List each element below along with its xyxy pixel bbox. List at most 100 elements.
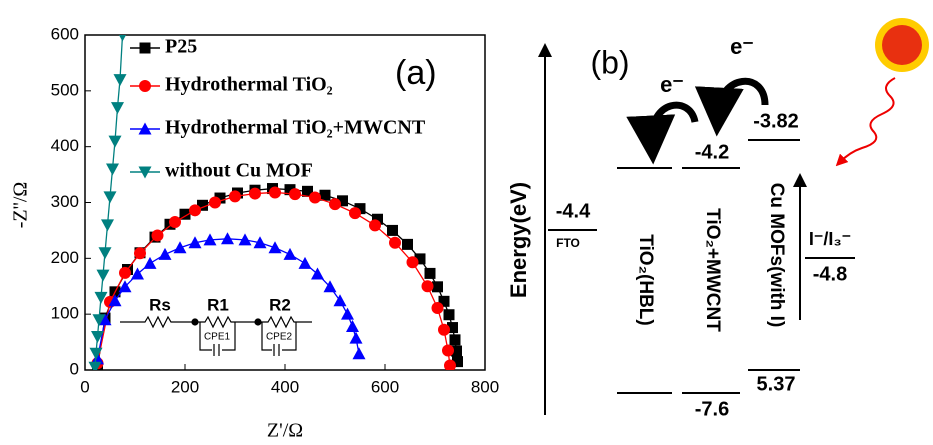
marker: [143, 256, 157, 269]
circuit: [120, 315, 312, 356]
marker: [179, 208, 191, 220]
axis-label: Energy(eV): [506, 182, 531, 298]
marker: [92, 314, 106, 327]
marker: [131, 267, 144, 280]
marker: [309, 191, 321, 204]
marker: [289, 188, 301, 201]
circuit-label: R2: [269, 295, 291, 314]
marker: [238, 233, 252, 246]
marker: [103, 191, 117, 204]
y-tick-label: 300: [51, 192, 79, 211]
marker: [372, 213, 383, 225]
x-axis-label: Z'/Ω: [267, 420, 303, 442]
x-tick-label: 800: [471, 377, 499, 396]
electron-arrow: [694, 77, 769, 137]
y-tick-label: 400: [51, 136, 79, 155]
marker: [298, 256, 312, 269]
marker: [94, 291, 108, 304]
marker: [406, 256, 419, 269]
electron-label: e⁻: [730, 34, 754, 59]
marker: [214, 192, 226, 204]
marker: [431, 302, 444, 315]
marker: [209, 196, 221, 209]
marker: [169, 216, 181, 229]
marker: [188, 236, 202, 249]
marker: [221, 232, 234, 245]
level-value: -7.6: [695, 398, 729, 420]
marker: [108, 135, 122, 148]
marker: [346, 319, 359, 332]
legend-marker: [139, 42, 151, 54]
marker: [302, 185, 313, 197]
level-name: FTO: [556, 236, 580, 250]
marker: [319, 189, 331, 201]
marker: [333, 294, 347, 307]
sun: [875, 18, 929, 72]
levels: [548, 139, 855, 394]
y-axis-label: -Z''/Ω: [10, 182, 32, 229]
light-arrow: [835, 77, 896, 167]
marker: [106, 163, 119, 176]
level-name: I⁻/I₃⁻: [809, 229, 851, 249]
electron-label: e⁻: [660, 72, 684, 97]
marker: [253, 236, 267, 249]
marker: [452, 356, 463, 368]
circuit-label: CPE1: [204, 332, 231, 343]
marker: [451, 345, 462, 357]
legend-label: Hydrothermal TiO₂: [165, 74, 333, 96]
circuit-label: CPE2: [266, 332, 293, 343]
marker: [369, 219, 381, 232]
y-tick-label: 0: [70, 359, 79, 378]
marker: [323, 280, 337, 293]
marker: [118, 280, 132, 293]
marker: [387, 224, 398, 236]
marker: [91, 331, 104, 343]
marker: [111, 102, 124, 115]
marker: [134, 247, 146, 260]
marker: [98, 313, 112, 326]
marker: [283, 247, 297, 260]
marker: [88, 361, 102, 370]
electron-arrow: [626, 101, 699, 165]
y-tick-label: 600: [51, 24, 79, 43]
marker: [352, 347, 366, 360]
y-tick-label: 500: [51, 80, 79, 99]
level-value: -4.2: [695, 141, 729, 163]
level-name: Cu MOFs(with I): [766, 183, 787, 328]
marker: [443, 309, 455, 321]
chart-a: (a) Z'/Ω -Z''/Ω Rs R1 R2 CPE1 CPE2 0 200 4…: [10, 24, 500, 441]
marker: [329, 198, 341, 211]
marker: [442, 344, 454, 357]
legend-marker: [138, 122, 152, 135]
x-tick-label: 400: [271, 377, 299, 396]
energy-diagram: (b) Energy(eV) -4.4 FTO TiO₂(HBL) TiO₂+M…: [506, 18, 929, 420]
marker: [119, 266, 131, 279]
marker: [354, 203, 366, 215]
marker: [402, 238, 413, 250]
marker: [337, 195, 348, 207]
level-value: -4.4: [556, 200, 591, 222]
marker: [203, 233, 217, 246]
marker: [229, 190, 241, 203]
marker: [421, 280, 434, 293]
marker: [349, 207, 361, 220]
level-name: TiO₂(HBL): [635, 234, 656, 325]
marker: [341, 307, 354, 320]
circuit-label: Rs: [149, 295, 171, 314]
legend-marker: [138, 166, 152, 179]
marker: [249, 187, 261, 200]
panel-label: (b): [590, 44, 629, 80]
level-value: -3.82: [753, 110, 799, 132]
marker: [91, 352, 104, 365]
marker: [118, 35, 127, 42]
marker: [151, 229, 164, 242]
marker: [438, 323, 450, 336]
plot-area: [88, 35, 463, 370]
legend-label: without Cu MOF: [165, 160, 313, 182]
level-value: 5.37: [757, 373, 796, 395]
y-tick-label: 100: [51, 304, 79, 323]
marker: [438, 295, 450, 307]
legend-label: Hydrothermal TiO₂+MWCNT: [165, 117, 426, 139]
legend-marker: [139, 80, 151, 92]
